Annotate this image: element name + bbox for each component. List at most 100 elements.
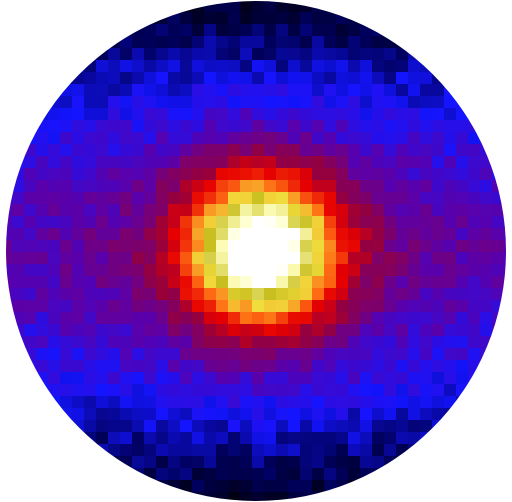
pixel	[204, 132, 216, 144]
pixel	[408, 108, 420, 120]
pixel	[132, 36, 144, 48]
pixel	[72, 12, 84, 24]
pixel	[360, 480, 372, 492]
pixel	[6, 204, 12, 216]
pixel	[288, 480, 300, 492]
pixel	[252, 192, 264, 204]
pixel	[12, 144, 24, 156]
pixel	[36, 192, 48, 204]
pixel	[504, 312, 506, 324]
pixel	[216, 492, 228, 501]
pixel	[72, 96, 84, 108]
pixel	[24, 12, 36, 24]
pixel	[276, 192, 288, 204]
pixel	[144, 396, 156, 408]
pixel	[480, 456, 492, 468]
pixel	[60, 492, 72, 501]
pixel	[108, 48, 120, 60]
pixel	[216, 36, 228, 48]
pixel	[480, 12, 492, 24]
pixel	[468, 60, 480, 72]
pixel	[396, 384, 408, 396]
pixel	[444, 72, 456, 84]
pixel	[120, 144, 132, 156]
pixel	[12, 492, 24, 501]
pixel	[12, 240, 24, 252]
pixel	[84, 108, 96, 120]
pixel	[288, 36, 300, 48]
pixel	[372, 36, 384, 48]
pixel	[324, 108, 336, 120]
pixel	[276, 276, 288, 288]
pixel	[420, 24, 432, 36]
pixel	[228, 228, 240, 240]
pixel	[6, 324, 12, 336]
pixel	[324, 420, 336, 432]
pixel	[288, 120, 300, 132]
pixel	[48, 360, 60, 372]
pixel	[456, 348, 468, 360]
pixel	[60, 144, 72, 156]
pixel	[72, 204, 84, 216]
pixel	[360, 204, 372, 216]
pixel	[480, 204, 492, 216]
pixel	[420, 360, 432, 372]
pixel	[288, 288, 300, 300]
pixel	[360, 300, 372, 312]
pixel	[480, 444, 492, 456]
pixel	[144, 468, 156, 480]
pixel	[192, 144, 204, 156]
pixel	[420, 48, 432, 60]
pixel	[468, 348, 480, 360]
pixel	[312, 144, 324, 156]
pixel	[240, 168, 252, 180]
pixel	[432, 276, 444, 288]
pixel	[240, 360, 252, 372]
pixel	[444, 96, 456, 108]
pixel	[444, 396, 456, 408]
pixel	[252, 1, 264, 12]
pixel	[360, 216, 372, 228]
pixel	[12, 288, 24, 300]
pixel	[192, 420, 204, 432]
pixel	[492, 108, 504, 120]
pixel	[240, 36, 252, 48]
pixel	[372, 132, 384, 144]
pixel	[96, 372, 108, 384]
pixel	[144, 180, 156, 192]
pixel	[48, 468, 60, 480]
pixel	[300, 348, 312, 360]
pixel	[24, 384, 36, 396]
pixel	[396, 468, 408, 480]
pixel	[252, 156, 264, 168]
pixel	[372, 120, 384, 132]
pixel	[348, 228, 360, 240]
pixel	[372, 72, 384, 84]
pixel	[216, 420, 228, 432]
pixel	[120, 312, 132, 324]
pixel	[216, 408, 228, 420]
pixel	[420, 228, 432, 240]
pixel	[372, 300, 384, 312]
pixel	[216, 168, 228, 180]
pixel	[432, 12, 444, 24]
pixel	[84, 252, 96, 264]
pixel	[24, 300, 36, 312]
pixel	[420, 420, 432, 432]
pixel	[384, 228, 396, 240]
pixel	[60, 384, 72, 396]
pixel	[396, 240, 408, 252]
pixel	[156, 456, 168, 468]
pixel	[12, 336, 24, 348]
pixel	[432, 204, 444, 216]
pixel	[456, 324, 468, 336]
pixel	[384, 204, 396, 216]
pixel	[216, 48, 228, 60]
pixel	[240, 72, 252, 84]
pixel	[432, 156, 444, 168]
pixel	[360, 180, 372, 192]
pixel	[252, 24, 264, 36]
pixel	[288, 12, 300, 24]
pixel	[36, 36, 48, 48]
pixel	[228, 168, 240, 180]
